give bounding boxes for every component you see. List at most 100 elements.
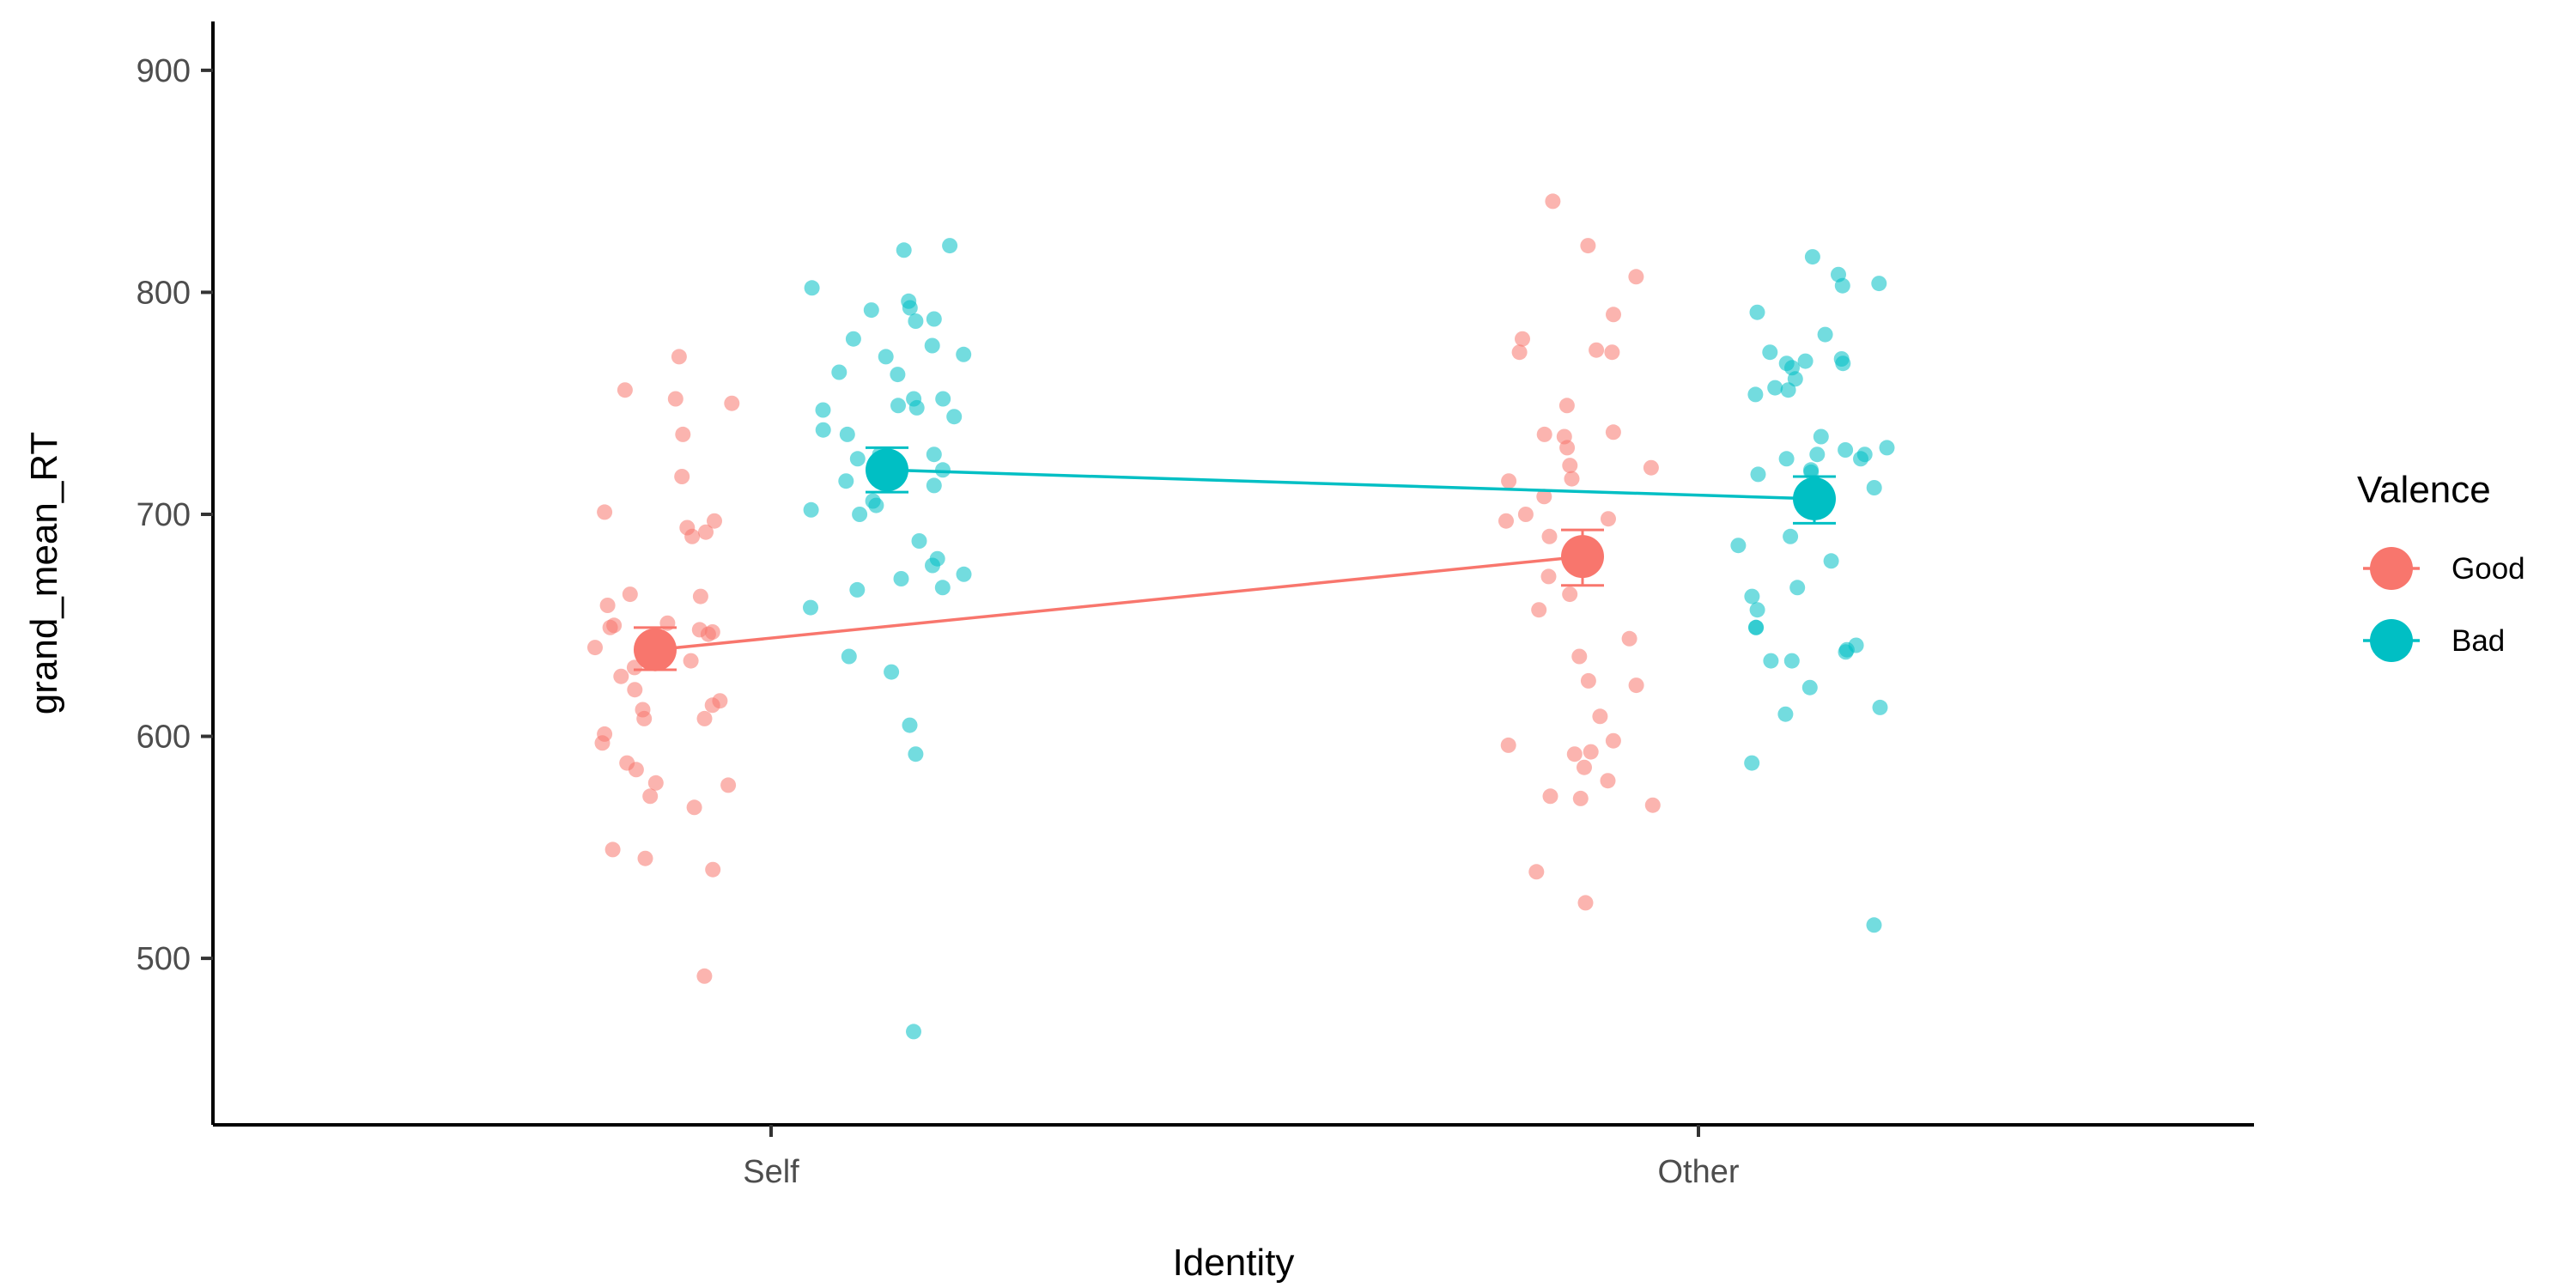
data-point-bad bbox=[1780, 382, 1796, 398]
data-point-bad bbox=[815, 422, 831, 438]
y-tick-label: 900 bbox=[137, 53, 191, 89]
data-point-bad bbox=[946, 409, 963, 425]
mean-point-bad bbox=[1793, 477, 1836, 520]
data-point-good bbox=[622, 586, 638, 603]
legend-label: Bad bbox=[2451, 624, 2505, 658]
data-point-good bbox=[1528, 864, 1545, 880]
y-tick-label: 600 bbox=[137, 720, 191, 756]
data-point-bad bbox=[942, 238, 958, 254]
data-point-bad bbox=[1838, 644, 1854, 660]
data-point-good bbox=[626, 659, 642, 676]
data-point-good bbox=[637, 850, 653, 866]
data-point-bad bbox=[831, 364, 848, 380]
data-point-good bbox=[698, 524, 714, 540]
data-point-bad bbox=[935, 462, 951, 478]
data-point-good bbox=[1515, 331, 1530, 347]
data-point-good bbox=[1501, 473, 1517, 489]
data-point-good bbox=[696, 968, 713, 984]
y-tick-label: 800 bbox=[137, 275, 191, 311]
data-point-bad bbox=[1834, 277, 1850, 294]
data-point-bad bbox=[852, 507, 868, 522]
data-point-good bbox=[1498, 513, 1514, 529]
data-point-bad bbox=[1748, 619, 1765, 635]
data-point-good bbox=[1562, 458, 1578, 474]
data-point-bad bbox=[838, 473, 854, 489]
data-point-good bbox=[1589, 342, 1605, 358]
data-point-good bbox=[1644, 797, 1661, 813]
data-point-bad bbox=[1744, 588, 1760, 605]
data-point-bad bbox=[878, 349, 894, 365]
data-point-good bbox=[594, 735, 611, 751]
data-point-good bbox=[587, 640, 603, 656]
data-point-bad bbox=[1747, 386, 1764, 403]
data-point-good bbox=[1643, 459, 1659, 476]
data-point-good bbox=[627, 682, 643, 698]
data-point-bad bbox=[926, 311, 942, 327]
data-point-good bbox=[1572, 790, 1589, 806]
data-point-good bbox=[1601, 511, 1616, 527]
data-point-good bbox=[1628, 269, 1644, 285]
data-point-bad bbox=[1835, 355, 1851, 372]
data-point-bad bbox=[1817, 326, 1833, 343]
data-point-good bbox=[1604, 344, 1620, 361]
data-point-good bbox=[720, 777, 737, 793]
mean-line-bad bbox=[886, 468, 1815, 501]
data-point-bad bbox=[896, 242, 912, 258]
data-point-bad bbox=[890, 367, 906, 383]
data-point-bad bbox=[1749, 304, 1765, 320]
mean-point-good bbox=[634, 628, 677, 671]
data-point-bad bbox=[841, 648, 857, 665]
data-point-good bbox=[599, 598, 616, 613]
data-point-good bbox=[642, 788, 659, 805]
data-point-good bbox=[692, 588, 708, 605]
legend-key-marker bbox=[2370, 547, 2413, 590]
data-point-bad bbox=[908, 399, 925, 416]
data-point-good bbox=[1531, 602, 1547, 618]
x-tick-label: Self bbox=[743, 1154, 799, 1190]
data-point-bad bbox=[1797, 353, 1814, 369]
data-point-bad bbox=[849, 451, 866, 467]
data-point-bad bbox=[1853, 451, 1868, 467]
data-point-good bbox=[1577, 759, 1592, 775]
mean-point-good bbox=[1561, 535, 1604, 579]
data-point-bad bbox=[1762, 344, 1778, 361]
data-point-bad bbox=[1730, 538, 1747, 554]
data-point-bad bbox=[906, 1024, 921, 1040]
mean-markers-layer bbox=[634, 448, 1836, 671]
data-point-good bbox=[1542, 788, 1558, 805]
data-point-bad bbox=[1783, 528, 1799, 544]
data-point-good bbox=[696, 710, 713, 726]
data-point-good bbox=[1536, 489, 1552, 505]
data-point-good bbox=[1605, 424, 1621, 440]
data-point-good bbox=[1577, 895, 1594, 911]
data-point-good bbox=[1571, 648, 1588, 665]
data-point-bad bbox=[911, 533, 927, 549]
y-tick-label: 700 bbox=[137, 497, 191, 533]
data-point-good bbox=[671, 349, 687, 365]
legend-label: Good bbox=[2451, 552, 2525, 586]
data-point-bad bbox=[1823, 553, 1839, 569]
data-point-good bbox=[613, 668, 629, 684]
data-point-good bbox=[605, 841, 621, 858]
data-point-good bbox=[686, 799, 702, 816]
legend-item-bad: Bad bbox=[2363, 619, 2505, 662]
data-point-good bbox=[647, 775, 664, 791]
data-point-good bbox=[1580, 238, 1596, 254]
data-point-good bbox=[1511, 344, 1528, 361]
data-point-bad bbox=[1749, 602, 1765, 618]
data-point-bad bbox=[890, 398, 906, 414]
data-point-bad bbox=[1872, 699, 1888, 715]
data-point-bad bbox=[839, 426, 855, 442]
data-point-bad bbox=[908, 746, 924, 762]
data-point-bad bbox=[1804, 249, 1820, 265]
data-point-good bbox=[617, 382, 633, 398]
data-point-good bbox=[704, 697, 720, 714]
data-point-bad bbox=[956, 346, 972, 362]
data-point-good bbox=[1564, 471, 1580, 487]
data-point-good bbox=[1605, 732, 1621, 749]
data-point-bad bbox=[902, 717, 918, 733]
data-point-good bbox=[597, 504, 613, 520]
data-point-good bbox=[1517, 507, 1534, 522]
data-point-bad bbox=[849, 581, 866, 598]
